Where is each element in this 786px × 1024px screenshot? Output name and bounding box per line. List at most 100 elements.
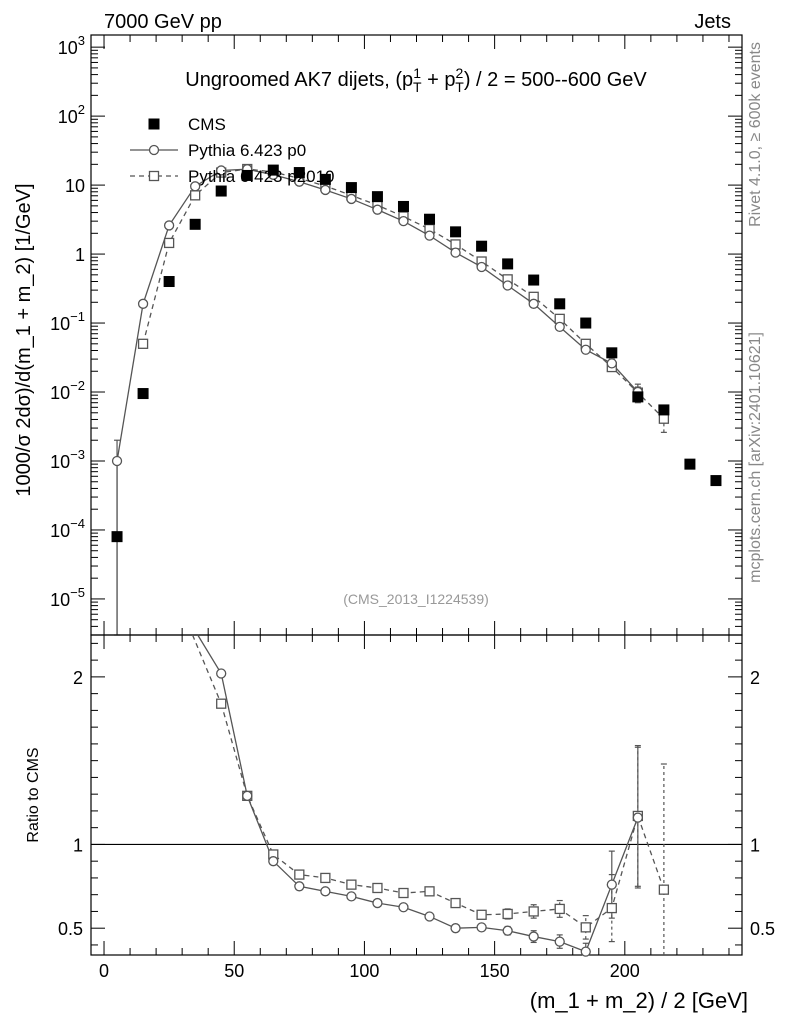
point-ratio-p2010 (294, 869, 305, 880)
point-ratio-p0 (398, 902, 409, 913)
point-ratio-p0 (502, 925, 513, 936)
ratio-frame (90, 634, 743, 956)
x-tick-label: 150 (480, 961, 510, 981)
point-cms (554, 298, 566, 310)
point-pythia-p2010 (658, 413, 670, 424)
ratio-series (191, 634, 670, 957)
point-ratio-p2010 (450, 897, 461, 909)
point-ratio-p0 (268, 856, 279, 867)
point-cms (450, 226, 462, 238)
point-ratio-p0 (554, 936, 565, 947)
point-pythia-p0 (424, 230, 435, 241)
point-cms (189, 218, 201, 230)
point-ratio-p2010 (554, 903, 565, 915)
point-ratio-p2010 (320, 872, 331, 884)
point-ratio-p0 (372, 897, 383, 909)
ratio-y-tick-label: 0.5 (58, 919, 83, 939)
point-pythia-p0 (190, 181, 201, 192)
point-cms (111, 531, 123, 543)
line-pythia-p2010 (142, 168, 665, 420)
x-tick-label: 50 (224, 961, 244, 981)
point-cms (528, 274, 540, 286)
legend-label: CMS (188, 115, 226, 134)
point-ratio-p0 (450, 923, 461, 934)
main-y-axis: 10−5 10−4 10−3 10−2 10−1 1 10 102 103 (50, 33, 742, 636)
main-y-tick-label: 1 (75, 245, 85, 265)
main-y-tick-label: 10−4 (50, 516, 85, 541)
header-right: Jets (694, 11, 731, 33)
main-y-label: 1000/σ 2dσ)/d(m_1 + m_2) [1/GeV] (13, 183, 35, 496)
point-pythia-p0 (163, 220, 175, 231)
ratio-y-axis: 0.5 0.5 1 1 2 2 (58, 642, 775, 946)
legend-marker-cms (148, 118, 160, 130)
point-cms (658, 404, 670, 416)
point-ratio-p2010 (606, 902, 617, 914)
point-ratio-p0 (606, 879, 617, 890)
point-pythia-p2010 (137, 338, 149, 349)
point-cms (502, 258, 514, 270)
header-left: 7000 GeV pp (104, 11, 222, 33)
point-ratio-p2010 (528, 906, 539, 917)
main-y-tick-label: 102 (58, 102, 85, 127)
point-pythia-p0 (580, 344, 591, 355)
main-y-tick-label: 103 (58, 33, 85, 58)
point-ratio-p0 (632, 812, 643, 823)
point-ratio-p2010 (216, 698, 227, 709)
ratio-y-tick-label-right: 1 (750, 835, 760, 855)
point-pythia-p0 (528, 298, 539, 309)
main-y-tick-label: 10−2 (50, 378, 85, 403)
legend-marker-p2010 (148, 170, 160, 182)
point-ratio-p0 (528, 931, 539, 942)
point-cms (710, 475, 722, 487)
point-pythia-p0 (606, 358, 617, 369)
main-x-axis (103, 35, 730, 635)
mcplots-label: mcplots.cern.ch [arXiv:2401.10621] (747, 332, 764, 583)
point-ratio-p2010 (502, 908, 513, 920)
point-pythia-p2010 (190, 190, 201, 201)
rivet-label: Rivet 4.1.0, ≥ 600k events (747, 42, 764, 227)
point-pythia-p0 (450, 247, 461, 258)
point-ratio-p2010 (580, 922, 591, 933)
point-pythia-p0 (372, 204, 383, 215)
point-ratio-p0 (424, 911, 435, 922)
x-axis-label: (m_1 + m_2) / 2 [GeV] (530, 988, 748, 1013)
point-ratio-p0 (242, 790, 253, 801)
ratio-y-tick-label-right: 0.5 (750, 919, 775, 939)
point-cms (476, 240, 488, 252)
legend-label: Pythia 6.423 p0 (188, 141, 306, 160)
x-tick-label: 200 (610, 961, 640, 981)
point-cms (580, 317, 592, 329)
point-pythia-p0 (137, 298, 149, 309)
point-cms (319, 173, 331, 185)
point-cms (424, 213, 436, 225)
point-pythia-p0 (320, 184, 331, 196)
main-y-tick-label: 10 (65, 176, 85, 196)
x-tick-label: 0 (99, 961, 109, 981)
main-panel: 10−5 10−4 10−3 10−2 10−1 1 10 102 103 Ungroomed … (13, 33, 743, 636)
point-cms (345, 182, 357, 194)
point-ratio-p0 (216, 668, 227, 679)
point-cms (215, 185, 227, 197)
point-pythia-p0 (502, 280, 513, 291)
point-ratio-p2010 (346, 879, 357, 890)
point-pythia-p2010 (163, 237, 175, 249)
main-y-tick-label: 10−5 (50, 585, 85, 610)
line-ratio-p2010 (220, 703, 665, 929)
point-cms (397, 200, 409, 212)
point-cms (293, 167, 305, 179)
point-ratio-p2010 (398, 887, 409, 899)
point-ratio-p2010 (658, 884, 670, 895)
point-ratio-p0 (320, 886, 331, 897)
ratio-y-tick-label: 1 (73, 835, 83, 855)
ratio-y-tick-label-right: 2 (750, 668, 760, 688)
point-ratio-p0 (580, 946, 591, 957)
line-ratio-p0-entry (197, 634, 222, 674)
x-tick-label: 100 (349, 961, 379, 981)
point-cms (163, 276, 175, 288)
main-y-tick-label: 10−1 (50, 309, 85, 334)
point-cms (241, 169, 253, 181)
point-cms (606, 347, 618, 359)
ratio-y-tick-label: 2 (73, 668, 83, 688)
main-series (111, 163, 722, 636)
point-pythia-p0 (398, 216, 409, 227)
